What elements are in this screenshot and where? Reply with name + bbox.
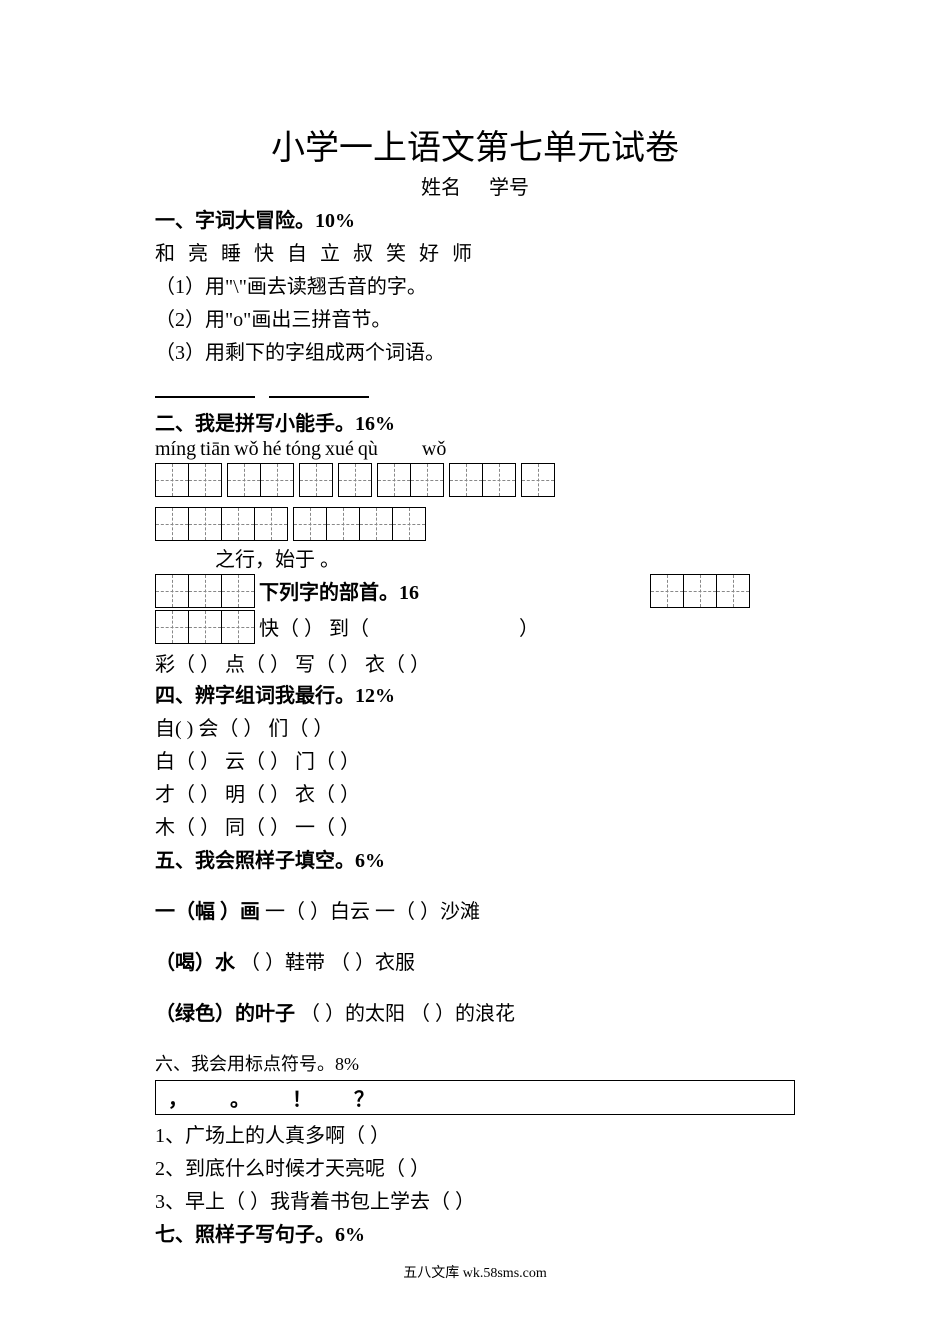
tianzige-cell xyxy=(299,463,333,497)
tianzige-cell xyxy=(392,507,426,541)
tianzige-cell xyxy=(410,463,444,497)
pinyin-tail: wǒ xyxy=(422,438,446,460)
q5-l2: （喝）水 （ ）鞋带 （ ）衣服 xyxy=(155,946,795,975)
tianzige-cell xyxy=(359,507,393,541)
pinyin-syllable: hé xyxy=(263,438,282,461)
q3-row1-text: 快（ ） 到（ ） xyxy=(155,612,795,641)
q5-l1: 一（幅 ）画 一（ ）白云 一（ ）沙滩 xyxy=(155,895,795,924)
pinyin-syllable: tóng xyxy=(285,438,321,461)
q5-heading: 五、我会照样子填空。6% xyxy=(155,844,795,873)
punct-option: ， xyxy=(168,1083,188,1112)
q7-heading: 七、照样子写句子。6% xyxy=(155,1218,795,1247)
pinyin-syllable: qù xyxy=(358,438,378,461)
q1-sub1: （1）用"\"画去读翘舌音的字。 xyxy=(155,270,795,299)
punct-option: ？ xyxy=(354,1083,374,1112)
pinyin-syllable: wǒ xyxy=(234,438,258,461)
tianzige-cell xyxy=(227,463,261,497)
tianzige-cell xyxy=(338,463,372,497)
page-title: 小学一上语文第七单元试卷 xyxy=(155,120,795,169)
q1-sub2: （2）用"o"画出三拼音节。 xyxy=(155,303,795,332)
q3-heading-row: 下列字的部首。16 xyxy=(155,574,795,608)
q1-heading: 一、字词大冒险。10% xyxy=(155,204,795,233)
tianzige-cell xyxy=(188,507,222,541)
q1-char-list: 和 亮 睡 快 自 立 叔 笑 好 师 xyxy=(155,237,795,266)
q5-l3: （绿色）的叶子 （ ）的太阳 （ ）的浪花 xyxy=(155,997,795,1026)
tianzige-cell xyxy=(521,463,555,497)
q4-r4: 木（ ） 同（ ） 一（ ） xyxy=(155,811,795,840)
q6-s1: 1、广场上的人真多啊（ ） xyxy=(155,1119,795,1148)
q6-heading: 六、我会用标点符号。8% xyxy=(155,1050,795,1076)
footer-text: 五八文库 wk.58sms.com xyxy=(0,1262,950,1282)
punct-option: ！ xyxy=(292,1083,312,1112)
q2-heading: 二、我是拼写小能手。16% xyxy=(155,407,795,436)
tianzige-cell xyxy=(188,463,222,497)
tianzige-cell xyxy=(254,507,288,541)
name-id-line: 姓名 学号 xyxy=(155,171,795,200)
q2-zhixing: 之行，始于 。 xyxy=(155,543,795,572)
pinyin-syllable: míng xyxy=(155,438,196,461)
q3-row2: 彩（ ） 点（ ） 写（ ） 衣（ ） xyxy=(155,648,795,677)
q6-s2: 2、到底什么时候才天亮呢（ ） xyxy=(155,1152,795,1181)
tianzige-cell xyxy=(155,463,189,497)
name-label: 姓名 xyxy=(421,177,461,199)
tianzige-cell xyxy=(155,507,189,541)
q3-row1: 快（ ） 到（ ） xyxy=(155,610,795,644)
tianzige-row-1 xyxy=(155,463,795,497)
q4-heading: 四、辨字组词我最行。12% xyxy=(155,679,795,708)
q4-r3: 才（ ） 明（ ） 衣（ ） xyxy=(155,778,795,807)
tianzige-cell xyxy=(449,463,483,497)
pinyin-syllable: xué xyxy=(325,438,354,461)
tianzige-row-2 xyxy=(155,507,795,541)
id-label: 学号 xyxy=(489,177,529,199)
punct-option: 。 xyxy=(230,1083,250,1112)
q6-s3: 3、早上（ ）我背着书包上学去（ ） xyxy=(155,1185,795,1214)
tianzige-cell xyxy=(260,463,294,497)
tianzige-cell xyxy=(482,463,516,497)
punct-box: ， 。 ！ ？ xyxy=(155,1080,795,1115)
q4-r2: 白（ ） 云（ ） 门（ ） xyxy=(155,745,795,774)
tianzige-cell xyxy=(293,507,327,541)
pinyin-syllable: tiān xyxy=(200,438,230,461)
tianzige-cell xyxy=(326,507,360,541)
tianzige-cell xyxy=(221,507,255,541)
q3-heading-text: 下列字的部首。16 xyxy=(155,576,795,605)
q1-blanks xyxy=(155,385,795,403)
q4-r1: 自( ) 会（ ） 们（ ） xyxy=(155,712,795,741)
q1-sub3: （3）用剩下的字组成两个词语。 xyxy=(155,336,795,365)
q2-pinyin: míng tiān wǒ hé tóng xué qù wǒ xyxy=(155,438,795,461)
tianzige-cell xyxy=(377,463,411,497)
